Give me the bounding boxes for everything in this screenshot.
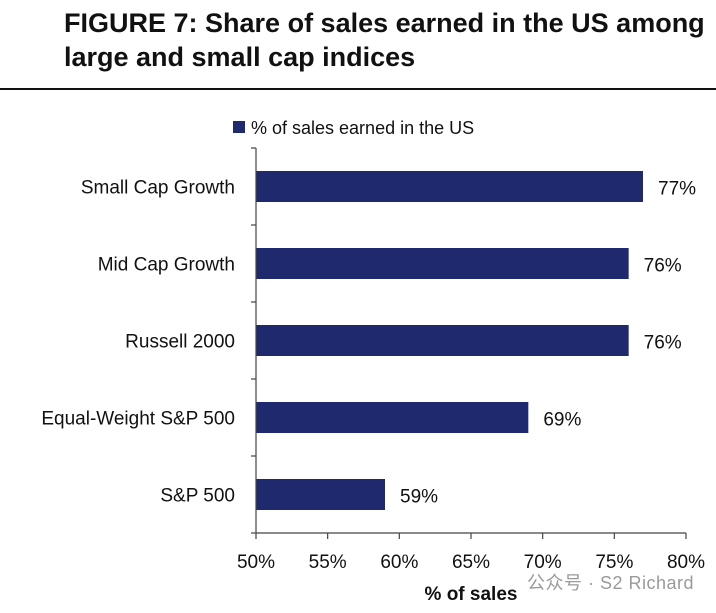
x-tick-label: 70% xyxy=(524,552,562,573)
bar xyxy=(256,402,529,433)
legend-label: % of sales earned in the US xyxy=(251,118,474,138)
data-label: 69% xyxy=(543,410,581,431)
bar xyxy=(256,325,629,356)
x-tick-label: 60% xyxy=(380,552,418,573)
category-label: S&P 500 xyxy=(160,486,235,507)
bar xyxy=(256,248,629,279)
bars-layer: Small Cap Growth 77% Mid Cap Growth 76% Russ… xyxy=(41,171,696,510)
legend: % of sales earned in the US xyxy=(233,118,474,138)
legend-swatch xyxy=(233,121,245,133)
x-tick-label: 55% xyxy=(309,552,347,573)
bar xyxy=(256,479,385,510)
x-tick-label: 50% xyxy=(237,552,275,573)
data-label: 76% xyxy=(644,256,682,277)
x-tick-label: 75% xyxy=(595,552,633,573)
title-divider xyxy=(0,88,716,90)
figure-title-text: Share of sales earned in the US among la… xyxy=(64,8,705,72)
figure-label-separator: : xyxy=(188,8,198,38)
figure-title: FIGURE 7: Share of sales earned in the U… xyxy=(64,6,714,74)
category-label: Equal-Weight S&P 500 xyxy=(41,409,235,430)
x-axis-label: % of sales xyxy=(425,584,518,605)
figure-label: FIGURE 7 xyxy=(64,8,189,38)
x-tick-label: 65% xyxy=(452,552,490,573)
data-label: 59% xyxy=(400,487,438,508)
x-axis: 50% 55% 60% 65% 70% 75% 80% xyxy=(237,147,705,573)
category-label: Russell 2000 xyxy=(125,332,235,353)
watermark-text: 公众号 · S2 Richard xyxy=(526,573,694,593)
x-tick-label: 80% xyxy=(667,552,705,573)
data-label: 77% xyxy=(658,179,696,200)
category-label: Mid Cap Growth xyxy=(98,255,235,276)
data-label: 76% xyxy=(644,333,682,354)
category-label: Small Cap Growth xyxy=(81,178,235,199)
bar xyxy=(256,171,643,202)
